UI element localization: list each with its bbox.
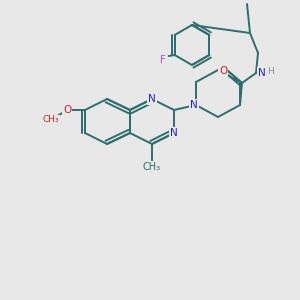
Text: CH₃: CH₃ bbox=[43, 116, 59, 124]
Text: O: O bbox=[63, 105, 71, 115]
Text: N: N bbox=[148, 94, 156, 104]
Text: CH₃: CH₃ bbox=[143, 162, 161, 172]
Text: N: N bbox=[170, 128, 178, 138]
Text: O: O bbox=[219, 66, 227, 76]
Text: F: F bbox=[160, 55, 166, 65]
Text: N: N bbox=[258, 68, 266, 78]
Text: H: H bbox=[267, 67, 273, 76]
Text: N: N bbox=[190, 100, 198, 110]
